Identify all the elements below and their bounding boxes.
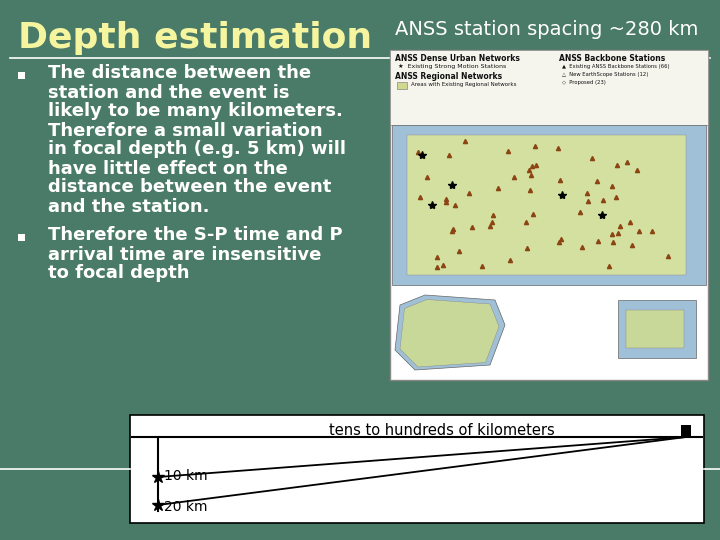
Text: The distance between the: The distance between the	[48, 64, 311, 83]
Text: 20 km: 20 km	[164, 500, 207, 514]
Text: ANSS Dense Urban Networks: ANSS Dense Urban Networks	[395, 54, 520, 63]
Polygon shape	[400, 300, 499, 367]
Text: 10 km: 10 km	[164, 469, 207, 483]
Text: Areas with Existing Regional Networks: Areas with Existing Regional Networks	[411, 82, 516, 87]
Bar	[681, 425, 691, 437]
Text: ★  Existing Strong Motion Stations: ★ Existing Strong Motion Stations	[398, 64, 506, 69]
Bar	[618, 300, 696, 358]
Bar	[407, 135, 686, 275]
Bar	[390, 50, 708, 380]
Text: distance between the event: distance between the event	[48, 179, 331, 197]
Bar	[390, 50, 708, 125]
Text: ANSS Backbone Stations: ANSS Backbone Stations	[559, 54, 665, 63]
Bar	[397, 82, 407, 89]
Text: arrival time are insensitive: arrival time are insensitive	[48, 246, 321, 264]
Bar	[18, 234, 25, 241]
Text: ▲  Existing ANSS Backbone Stations (66): ▲ Existing ANSS Backbone Stations (66)	[562, 64, 670, 69]
Text: in focal depth (e.g. 5 km) will: in focal depth (e.g. 5 km) will	[48, 140, 346, 159]
Text: to focal depth: to focal depth	[48, 265, 189, 282]
Text: station and the event is: station and the event is	[48, 84, 289, 102]
Text: ◇  Proposed (23): ◇ Proposed (23)	[562, 80, 606, 85]
Text: have little effect on the: have little effect on the	[48, 159, 288, 178]
Text: tens to hundreds of kilometers: tens to hundreds of kilometers	[329, 423, 555, 438]
Bar	[18, 72, 25, 79]
Text: △  New EarthScope Stations (12): △ New EarthScope Stations (12)	[562, 72, 649, 77]
Text: Depth estimation: Depth estimation	[18, 21, 372, 55]
Text: Therefore the S-P time and P: Therefore the S-P time and P	[48, 226, 343, 245]
Text: ANSS Regional Networks: ANSS Regional Networks	[395, 72, 502, 81]
Text: ANSS station spacing ~280 km: ANSS station spacing ~280 km	[395, 20, 698, 39]
Text: likely to be many kilometers.: likely to be many kilometers.	[48, 103, 343, 120]
Bar	[392, 125, 706, 285]
Polygon shape	[395, 295, 505, 370]
Text: and the station.: and the station.	[48, 198, 210, 215]
Text: Therefore a small variation: Therefore a small variation	[48, 122, 323, 139]
Bar	[130, 415, 704, 523]
Bar	[626, 310, 684, 348]
